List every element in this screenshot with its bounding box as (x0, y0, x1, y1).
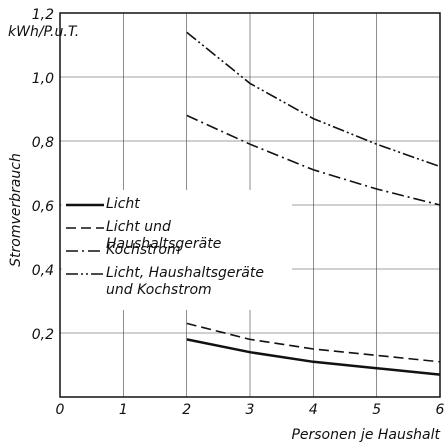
y-axis-label: Stromverbrauch (8, 153, 24, 267)
legend-entry: Licht und Haushaltsgeräte (106, 219, 222, 252)
x-tick-label: 5 (372, 402, 381, 418)
y-tick-label: 0,4 (32, 263, 54, 279)
legend-label: Licht, Haushaltsgeräte und Kochstrom (106, 265, 264, 298)
x-axis-label: Personen je Haushalt (291, 427, 440, 443)
legend-label: Kochstrom (106, 242, 181, 258)
x-tick-label: 6 (436, 402, 445, 418)
series-line (186, 114, 441, 206)
x-tick-label: 4 (309, 402, 318, 418)
legend-label: Licht und Haushaltsgeräte (106, 219, 222, 252)
legend-entry: Licht (106, 196, 140, 212)
legend-entry: Kochstrom (106, 242, 181, 258)
y-tick-label: 1,2 (32, 7, 54, 23)
legend-label: Licht (106, 196, 140, 212)
x-tick-label: 2 (182, 402, 191, 418)
y-tick-label: 1,0 (32, 71, 54, 87)
series-line (186, 338, 441, 376)
y-unit: kWh/P.u.T. (8, 24, 79, 40)
y-tick-label: 0,2 (32, 327, 54, 343)
x-tick-label: 3 (246, 402, 255, 418)
series-line (186, 322, 441, 363)
series-line (186, 31, 441, 168)
x-tick-label: 1 (119, 402, 128, 418)
y-tick-label: 0,8 (32, 135, 54, 151)
x-tick-label: 0 (56, 402, 65, 418)
y-tick-label: 0,6 (32, 199, 54, 215)
legend-box (62, 190, 292, 310)
legend-entry: Licht, Haushaltsgeräte und Kochstrom (106, 265, 264, 298)
